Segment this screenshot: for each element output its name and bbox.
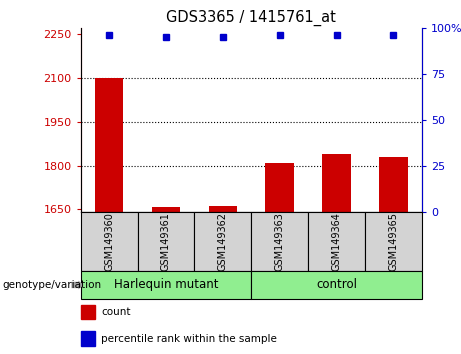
Text: GSM149364: GSM149364 <box>331 212 342 271</box>
Bar <box>251 271 422 299</box>
Bar <box>379 158 408 212</box>
Bar <box>308 212 365 271</box>
Bar <box>137 212 195 271</box>
Text: GSM149360: GSM149360 <box>104 212 114 271</box>
Bar <box>195 212 251 271</box>
Bar <box>322 154 351 212</box>
Text: percentile rank within the sample: percentile rank within the sample <box>101 333 278 344</box>
Text: control: control <box>316 279 357 291</box>
Bar <box>208 206 237 212</box>
Bar <box>81 304 95 319</box>
Bar <box>365 212 422 271</box>
Text: GSM149361: GSM149361 <box>161 212 171 271</box>
Text: GSM149363: GSM149363 <box>275 212 285 271</box>
Text: GSM149365: GSM149365 <box>388 212 398 271</box>
Bar <box>95 78 124 212</box>
Text: count: count <box>101 307 131 317</box>
Text: GSM149362: GSM149362 <box>218 212 228 271</box>
Bar <box>81 271 251 299</box>
Text: Harlequin mutant: Harlequin mutant <box>114 279 218 291</box>
Title: GDS3365 / 1415761_at: GDS3365 / 1415761_at <box>166 9 336 25</box>
Bar <box>266 163 294 212</box>
Bar <box>152 207 180 212</box>
Bar <box>81 212 137 271</box>
Bar <box>81 331 95 346</box>
Bar <box>251 212 308 271</box>
Text: genotype/variation: genotype/variation <box>2 280 101 290</box>
